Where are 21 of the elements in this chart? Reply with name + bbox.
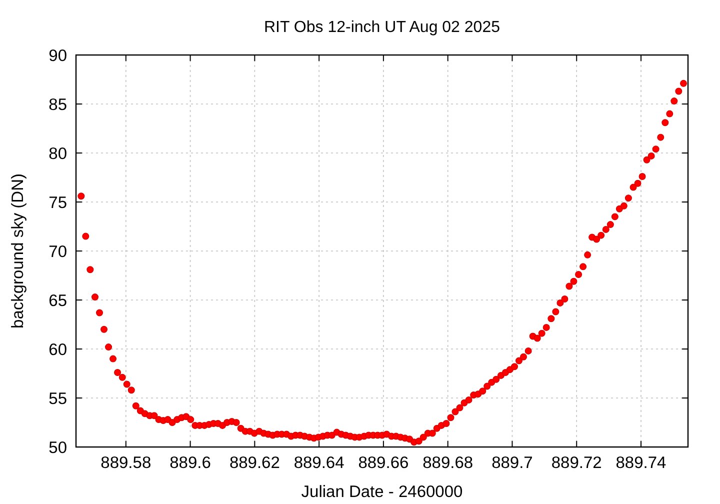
y-tick-label: 60 bbox=[48, 341, 67, 359]
x-tick-label: 889.58 bbox=[100, 454, 152, 472]
y-tick-label: 70 bbox=[48, 243, 67, 261]
y-tick-label: 85 bbox=[48, 96, 67, 114]
x-tick-label: 889.68 bbox=[422, 454, 474, 472]
x-tick-label: 889.72 bbox=[551, 454, 602, 472]
y-tick-label: 65 bbox=[48, 292, 67, 310]
y-tick-label: 75 bbox=[48, 194, 67, 212]
x-tick-label: 889.66 bbox=[358, 454, 409, 472]
x-tick-label: 889.6 bbox=[170, 454, 211, 472]
y-axis-title: background sky (DN) bbox=[9, 174, 27, 328]
y-tick-label: 55 bbox=[48, 390, 67, 408]
y-tick-label: 50 bbox=[48, 439, 67, 457]
x-tick-label: 889.62 bbox=[229, 454, 280, 472]
x-tick-label: 889.64 bbox=[294, 454, 344, 472]
chart-title: RIT Obs 12-inch UT Aug 02 2025 bbox=[264, 19, 500, 36]
x-tick-label: 889.7 bbox=[492, 454, 533, 472]
y-tick-label: 90 bbox=[48, 47, 67, 65]
x-axis-title: Julian Date - 2460000 bbox=[301, 483, 463, 501]
x-tick-label: 889.74 bbox=[616, 454, 666, 472]
y-tick-label: 80 bbox=[48, 145, 67, 163]
